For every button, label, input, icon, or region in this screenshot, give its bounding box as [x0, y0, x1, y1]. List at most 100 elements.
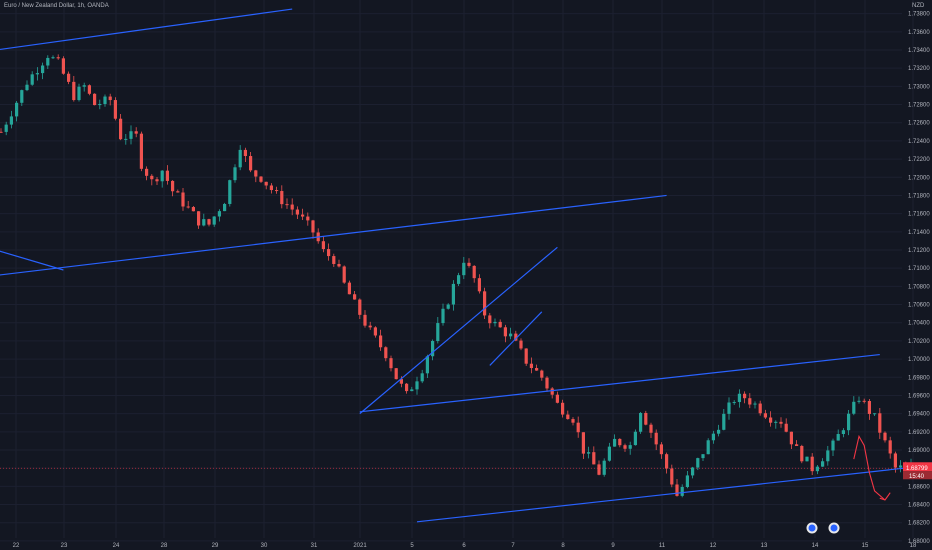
candle-body: [82, 85, 86, 87]
candle-body: [826, 450, 830, 462]
candle-body: [467, 262, 471, 266]
x-tick-label: 13: [761, 543, 768, 549]
candle-body: [795, 444, 799, 446]
current-price-value: 1.68799: [906, 466, 928, 472]
x-tick-label: 22: [13, 543, 20, 549]
x-tick-label: 9: [611, 543, 615, 549]
y-tick-label: 1.73600: [908, 30, 930, 36]
candle-body: [654, 432, 658, 445]
candle-body: [862, 400, 866, 402]
price-projection: [853, 434, 891, 501]
price-axis[interactable]: 1.73800 1.73600 1.73400 1.73200 1.73000 1.728…: [908, 12, 930, 545]
candle-body: [691, 467, 695, 476]
candle-body: [618, 438, 622, 446]
candle-body: [836, 434, 840, 441]
candle-body: [46, 57, 50, 66]
candle-body: [477, 278, 481, 292]
y-tick-label: 1.73000: [908, 84, 930, 90]
candle-body: [670, 468, 674, 485]
x-tick-label: 8: [561, 543, 565, 549]
candle-body: [191, 207, 195, 212]
y-tick-label: 1.69000: [908, 448, 930, 454]
candle-body: [748, 398, 752, 405]
candle-body: [98, 103, 102, 106]
y-tick-label: 1.68000: [908, 539, 930, 545]
candle-body: [223, 203, 227, 212]
y-tick-label: 1.73400: [908, 48, 930, 54]
x-tick-label: 29: [212, 543, 219, 549]
footer-icons[interactable]: [806, 522, 840, 534]
candle-body: [623, 445, 627, 449]
candle-body: [436, 323, 440, 341]
candle-body: [503, 327, 507, 337]
candle-body: [576, 422, 580, 433]
candle-body: [899, 465, 903, 468]
candle-body: [373, 327, 377, 336]
x-tick-label: 28: [161, 543, 168, 549]
candle-body: [228, 180, 232, 204]
y-tick-label: 1.69200: [908, 430, 930, 436]
candle-body: [701, 454, 705, 459]
candle-body: [0, 131, 3, 133]
y-tick-label: 1.72200: [908, 157, 930, 163]
candle-body: [321, 241, 325, 250]
time-axis[interactable]: 22 23 24 28 29 30 31 2021 5 6 7 8 9 11 12 13 14 15 18: [13, 543, 917, 549]
x-tick-label: 24: [113, 543, 120, 549]
candle-body: [659, 444, 663, 455]
trendlines[interactable]: [0, 8, 932, 523]
icon-inner: [830, 524, 838, 532]
candle-body: [363, 314, 367, 326]
candle-body: [269, 185, 273, 191]
candle-body: [56, 57, 60, 59]
candle-body: [524, 348, 528, 364]
candle-body: [457, 275, 461, 284]
candle-body: [420, 373, 424, 382]
candle-body: [103, 96, 107, 104]
y-tick-label: 1.71400: [908, 230, 930, 236]
candle-body: [165, 170, 169, 181]
x-tick-label: 5: [410, 543, 414, 549]
candle-body: [649, 424, 653, 433]
projection-path: [853, 434, 886, 501]
candle-body: [571, 419, 575, 423]
candle-body: [275, 190, 279, 192]
candle-body: [280, 191, 284, 205]
y-tick-label: 1.73800: [908, 12, 930, 18]
trendline: [359, 246, 558, 415]
candle-body: [633, 431, 637, 446]
trendline: [359, 353, 880, 413]
candle-body: [592, 452, 596, 465]
candle-body: [35, 73, 39, 75]
candle-body: [810, 456, 814, 472]
y-tick-label: 1.69400: [908, 412, 930, 418]
candle-body: [410, 389, 414, 392]
candle-body: [124, 138, 128, 140]
candle-body: [285, 204, 289, 206]
candle-body: [540, 370, 544, 378]
candle-body: [717, 429, 721, 434]
chart-settings-icon[interactable]: [806, 522, 818, 534]
candle-body: [888, 440, 892, 454]
candle-body: [202, 219, 206, 226]
x-tick-label: 30: [261, 543, 268, 549]
y-tick-label: 1.72000: [908, 175, 930, 181]
candle-body: [113, 100, 117, 119]
y-tick-label: 1.68400: [908, 503, 930, 509]
y-tick-label: 1.72800: [908, 103, 930, 109]
candle-body: [545, 377, 549, 389]
candle-body: [561, 402, 565, 415]
candle-body: [119, 118, 123, 140]
y-tick-label: 1.70400: [908, 321, 930, 327]
countdown-box: [903, 471, 932, 480]
candle-body: [67, 73, 71, 82]
candle-body: [217, 211, 221, 217]
tradingview-logo-icon[interactable]: [828, 522, 840, 534]
candle-body: [212, 216, 216, 225]
candle-body: [155, 179, 159, 182]
candle-body: [763, 413, 767, 418]
candle-body: [867, 401, 871, 414]
candle-body: [72, 81, 76, 101]
candle-body: [207, 219, 211, 225]
